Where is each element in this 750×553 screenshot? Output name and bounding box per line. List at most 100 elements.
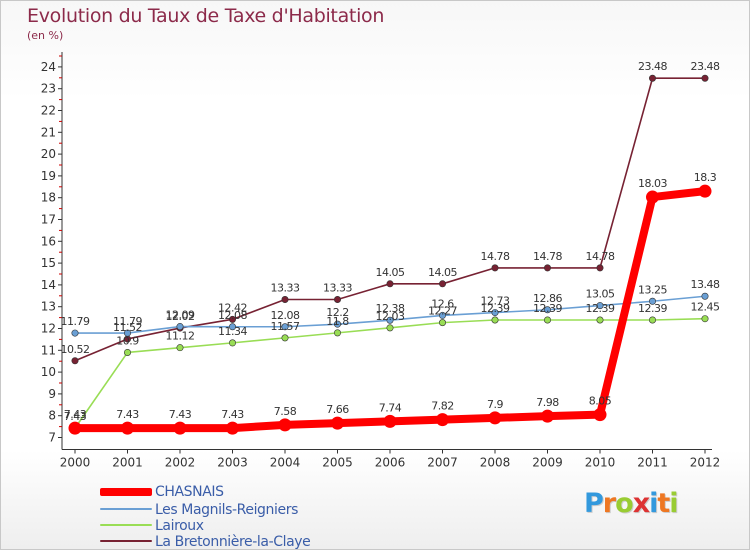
- data-label-lairoux: 11.12: [166, 330, 195, 343]
- data-point-bretonniere: [71, 357, 79, 365]
- y-tick-label: 7: [48, 431, 56, 445]
- data-label-chasnais: 7.43: [64, 408, 87, 421]
- data-point-bretonniere: [438, 280, 446, 288]
- data-point-lairoux: [229, 339, 237, 347]
- logo-letter: t: [657, 488, 670, 519]
- data-point-lairoux: [491, 316, 499, 324]
- y-tick-label: 21: [41, 125, 56, 139]
- data-label-lairoux: 10.9: [116, 334, 139, 347]
- data-label-chasnais: 7.43: [169, 408, 192, 421]
- data-label-bretonniere: 10.52: [61, 343, 90, 356]
- data-point-magnils: [701, 292, 709, 300]
- data-point-magnils: [491, 309, 499, 317]
- data-label-chasnais: 7.66: [326, 403, 349, 416]
- data-label-chasnais: 7.43: [221, 408, 244, 421]
- y-tick-label: 14: [41, 278, 56, 292]
- x-tick-label: 2001: [112, 456, 143, 470]
- data-point-magnils: [596, 302, 604, 310]
- legend-swatch-magnils: [100, 508, 152, 510]
- data-point-lairoux: [386, 324, 394, 332]
- logo-letter: o: [615, 488, 634, 519]
- logo-letter: P: [584, 488, 604, 519]
- x-tick-label: 2006: [375, 456, 406, 470]
- data-label-lairoux: 11.8: [326, 315, 349, 328]
- data-point-bretonniere: [281, 296, 289, 304]
- data-label-chasnais: 18.3: [694, 171, 717, 184]
- data-label-chasnais: 7.98: [536, 396, 559, 409]
- y-tick-label: 9: [48, 387, 56, 401]
- data-label-lairoux: 12.39: [481, 302, 510, 315]
- y-tick-label: 15: [41, 256, 56, 270]
- data-point-lairoux: [543, 316, 551, 324]
- x-tick-label: 2012: [690, 456, 721, 470]
- data-point-lairoux: [438, 319, 446, 327]
- data-point-lairoux: [176, 344, 184, 352]
- data-point-magnils: [648, 297, 656, 305]
- data-label-lairoux: 7.43: [64, 410, 87, 423]
- legend-swatch-chasnais: [100, 488, 152, 496]
- data-point-magnils: [438, 311, 446, 319]
- data-point-chasnais: [436, 413, 449, 427]
- data-point-bretonniere: [543, 264, 551, 272]
- data-point-chasnais: [488, 411, 502, 425]
- chart-title: Evolution du Taux de Taxe d'Habitation: [27, 5, 385, 27]
- data-point-bretonniere: [491, 264, 499, 272]
- data-point-magnils: [281, 323, 289, 331]
- data-label-magnils: 13.48: [691, 278, 720, 291]
- data-label-bretonniere: 23.48: [691, 60, 720, 73]
- x-tick-label: 2005: [322, 456, 353, 470]
- y-tick-label: 10: [41, 365, 56, 379]
- data-label-magnils: 12.08: [271, 309, 300, 322]
- data-point-chasnais: [226, 421, 239, 435]
- data-label-magnils: 12.86: [533, 292, 562, 305]
- data-label-magnils: 12.09: [166, 309, 195, 322]
- data-point-magnils: [71, 329, 79, 337]
- data-labels-layer: 10.52 11.52 12.02 12.42 13.33 13.33 14.05 14.05…: [61, 60, 721, 423]
- y-tick-label: 23: [41, 82, 56, 96]
- x-tick-label: 2009: [532, 456, 563, 470]
- data-label-bretonniere: 12.42: [218, 301, 247, 314]
- data-point-bretonniere: [386, 280, 394, 288]
- legend-label-lairoux: Lairoux: [155, 518, 204, 534]
- legend-swatch-lairoux: [100, 524, 152, 526]
- data-point-chasnais: [646, 190, 659, 204]
- x-tick-label: 2010: [585, 456, 616, 470]
- data-point-chasnais: [698, 184, 712, 198]
- legend-label-magnils: Les Magnils-Reigniers: [155, 502, 298, 518]
- proxiti-logo: Proxiti: [584, 488, 679, 519]
- data-label-magnils: 13.05: [586, 288, 615, 301]
- data-point-bretonniere: [333, 296, 341, 304]
- y-tick-label: 8: [48, 409, 56, 423]
- legend-swatch-bretonniere: [100, 540, 152, 542]
- data-label-bretonniere: 14.78: [586, 250, 615, 263]
- data-label-magnils: 13.25: [638, 283, 667, 296]
- data-point-bretonniere: [701, 74, 709, 82]
- data-point-bretonniere: [229, 315, 237, 323]
- data-point-magnils: [124, 329, 132, 337]
- data-label-bretonniere: 13.33: [271, 282, 300, 295]
- y-tick-label: 18: [41, 191, 56, 205]
- data-point-chasnais: [68, 421, 82, 435]
- data-point-lairoux: [124, 348, 132, 356]
- data-point-lairoux: [648, 316, 656, 324]
- unit-label: (en %): [27, 29, 64, 42]
- data-label-magnils: 12.38: [376, 302, 405, 315]
- data-label-magnils: 11.79: [61, 315, 90, 328]
- data-label-bretonniere: 14.78: [481, 250, 510, 263]
- data-label-bretonniere: 13.33: [323, 282, 352, 295]
- data-point-magnils: [543, 306, 551, 314]
- series-layer: [68, 74, 712, 435]
- data-label-bretonniere: 14.05: [376, 266, 405, 279]
- data-point-chasnais: [593, 408, 607, 422]
- data-label-bretonniere: 14.05: [428, 266, 457, 279]
- y-tick-label: 19: [41, 169, 56, 183]
- data-label-bretonniere: 12.02: [166, 310, 195, 323]
- y-tick-label: 24: [41, 60, 56, 74]
- data-label-lairoux: 12.27: [428, 305, 457, 318]
- data-point-chasnais: [173, 421, 187, 435]
- data-point-magnils: [386, 316, 394, 324]
- data-point-magnils: [176, 323, 184, 331]
- data-label-bretonniere: 14.78: [533, 250, 562, 263]
- logo-letter: i: [649, 488, 658, 519]
